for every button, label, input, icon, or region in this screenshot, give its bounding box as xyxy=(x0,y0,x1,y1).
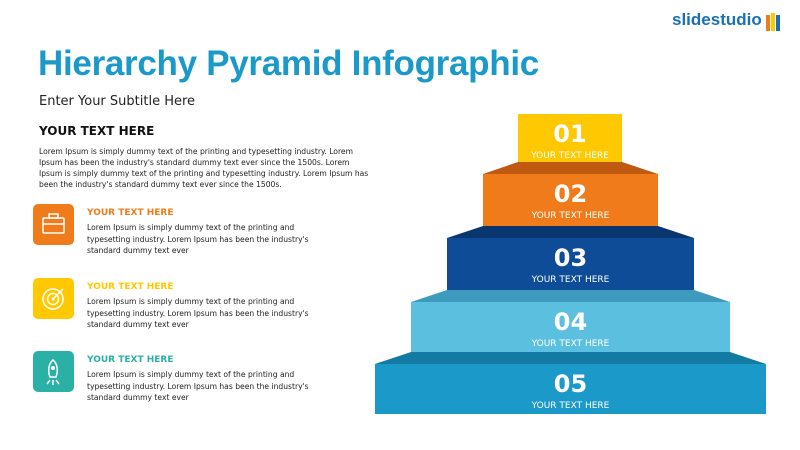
item-body: Lorem Ipsum is simply dummy text of the … xyxy=(87,370,309,402)
step-bevel xyxy=(411,290,730,302)
intro-heading: YOUR TEXT HERE xyxy=(39,124,155,138)
step-number: 05 xyxy=(554,370,587,398)
step-bevel xyxy=(483,162,658,174)
step-number: 01 xyxy=(553,120,586,148)
step xyxy=(411,302,730,352)
logo-icon xyxy=(766,13,780,31)
step-label: YOUR TEXT HERE xyxy=(530,151,609,161)
item-heading: YOUR TEXT HERE xyxy=(87,208,174,218)
step-label: YOUR TEXT HERE xyxy=(531,339,610,349)
intro-body: Lorem Ipsum is simply dummy text of the … xyxy=(39,147,369,189)
step-bevel xyxy=(375,352,766,364)
item-heading: YOUR TEXT HERE xyxy=(87,282,174,292)
step-number: 04 xyxy=(554,308,587,336)
step-bevel xyxy=(447,226,694,238)
target-icon xyxy=(33,278,74,319)
item-heading: YOUR TEXT HERE xyxy=(87,355,174,365)
step-label: YOUR TEXT HERE xyxy=(531,401,610,411)
step-number: 03 xyxy=(554,244,587,272)
subtitle: Enter Your Subtitle Here xyxy=(39,94,196,109)
rocket-icon xyxy=(33,351,74,392)
step xyxy=(375,364,766,414)
briefcase-icon xyxy=(33,204,74,245)
item-body: Lorem Ipsum is simply dummy text of the … xyxy=(87,297,309,329)
title: Hierarchy Pyramid Infographic xyxy=(38,44,539,83)
step xyxy=(518,114,622,162)
step xyxy=(483,174,658,226)
logo: slidestudio xyxy=(672,10,762,29)
step xyxy=(447,238,694,290)
item-body: Lorem Ipsum is simply dummy text of the … xyxy=(87,223,309,255)
step-label: YOUR TEXT HERE xyxy=(531,275,610,285)
step-number: 02 xyxy=(554,180,587,208)
step-label: YOUR TEXT HERE xyxy=(531,211,610,221)
